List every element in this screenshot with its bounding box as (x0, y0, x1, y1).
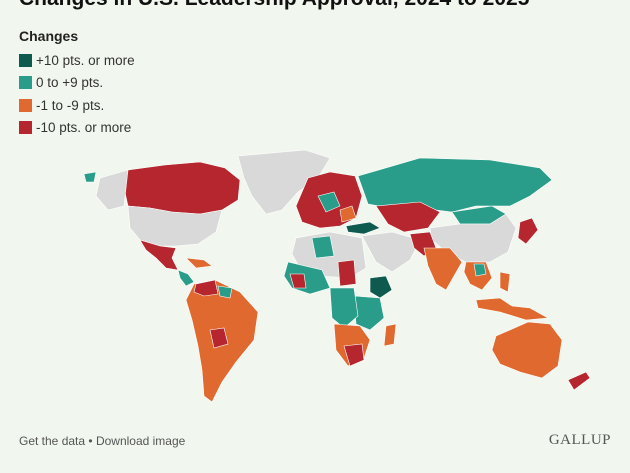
region-madagascar[interactable] (383, 323, 397, 347)
region-algeria[interactable] (311, 235, 335, 259)
region-venezuela[interactable] (193, 279, 219, 297)
region-australia[interactable] (491, 321, 563, 379)
legend-label: -1 to -9 pts. (36, 97, 105, 113)
legend-item-plus10: +10 pts. or more (19, 49, 135, 72)
get-data-link[interactable]: Get the data (19, 434, 86, 448)
chart-title: Changes in U.S. Leadership Approval, 202… (19, 0, 529, 11)
region-canada[interactable] (123, 161, 241, 215)
region-south-africa-red[interactable] (343, 343, 365, 367)
region-ethiopia[interactable] (369, 275, 393, 299)
region-sudan[interactable] (337, 259, 357, 287)
legend: Changes +10 pts. or more 0 to +9 pts. -1… (19, 28, 135, 139)
region-east-africa[interactable] (353, 295, 385, 331)
region-russia[interactable] (357, 157, 553, 213)
legend-swatch (19, 53, 32, 67)
region-turkey[interactable] (345, 221, 381, 235)
region-middle-east[interactable] (361, 231, 421, 273)
legend-title: Changes (19, 28, 79, 44)
region-central-africa[interactable] (329, 287, 359, 329)
footer-separator: • (88, 434, 93, 448)
legend-label: +10 pts. or more (36, 52, 135, 68)
region-usa[interactable] (127, 205, 223, 247)
legend-swatch (19, 76, 32, 90)
region-central-america[interactable] (177, 269, 195, 287)
legend-label: 0 to +9 pts. (36, 75, 104, 91)
gallup-logo: GALLUP (548, 432, 611, 448)
region-indonesia[interactable] (475, 297, 549, 321)
region-greenland[interactable] (237, 149, 331, 215)
legend-swatch (19, 98, 32, 112)
legend-item-plus0to9: 0 to +9 pts. (19, 72, 135, 95)
legend-item-minus10: -10 pts. or more (19, 117, 135, 140)
region-kazakhstan[interactable] (375, 201, 441, 233)
region-caribbean[interactable] (185, 257, 213, 269)
region-thailand[interactable] (473, 263, 487, 277)
legend-item-minus1to9: -1 to -9 pts. (19, 94, 135, 117)
legend-label: -10 pts. or more (36, 120, 132, 136)
region-alaska[interactable] (95, 169, 129, 211)
region-west-africa-red[interactable] (289, 273, 307, 289)
region-bolivia[interactable] (209, 327, 229, 349)
world-map (83, 149, 591, 403)
region-guianas[interactable] (217, 285, 233, 299)
download-image-link[interactable]: Download image (95, 434, 186, 448)
legend-swatch (19, 121, 32, 135)
region-japan[interactable] (517, 217, 539, 245)
region-europe-orange[interactable] (339, 205, 357, 223)
region-india[interactable] (423, 247, 463, 291)
region-philippines[interactable] (499, 271, 511, 293)
region-europe-teal[interactable] (317, 191, 341, 213)
footer: Get the data • Download image (19, 434, 185, 448)
region-iceland[interactable] (83, 171, 97, 183)
region-new-zealand[interactable] (567, 371, 591, 391)
